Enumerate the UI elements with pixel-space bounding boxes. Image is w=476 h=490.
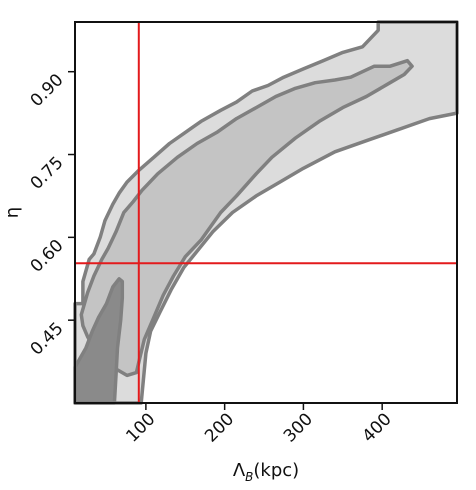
plot-area [73,20,459,405]
x-axis-ticks: 100 200 300 400 [122,403,396,446]
plot-frame [74,21,458,404]
y-tick-label: 0.60 [27,236,68,277]
contour-inner [73,277,125,405]
y-axis-label: η [2,207,23,218]
x-tick-label: 400 [359,409,396,446]
y-tick-label: 0.75 [27,153,68,194]
y-axis-ticks: 0.45 0.60 0.75 0.90 [27,70,75,359]
x-tick-label: 300 [280,409,317,446]
x-axis-label: ΛB(kpc) [233,460,299,484]
x-axis-label-unit: (kpc) [253,460,299,481]
contour-outer [73,20,459,405]
y-tick-label: 0.90 [27,70,68,111]
x-tick-label: 100 [122,409,159,446]
y-tick-label: 0.45 [27,319,68,360]
x-tick-label: 200 [201,409,238,446]
x-axis-label-subscript: B [245,470,253,484]
